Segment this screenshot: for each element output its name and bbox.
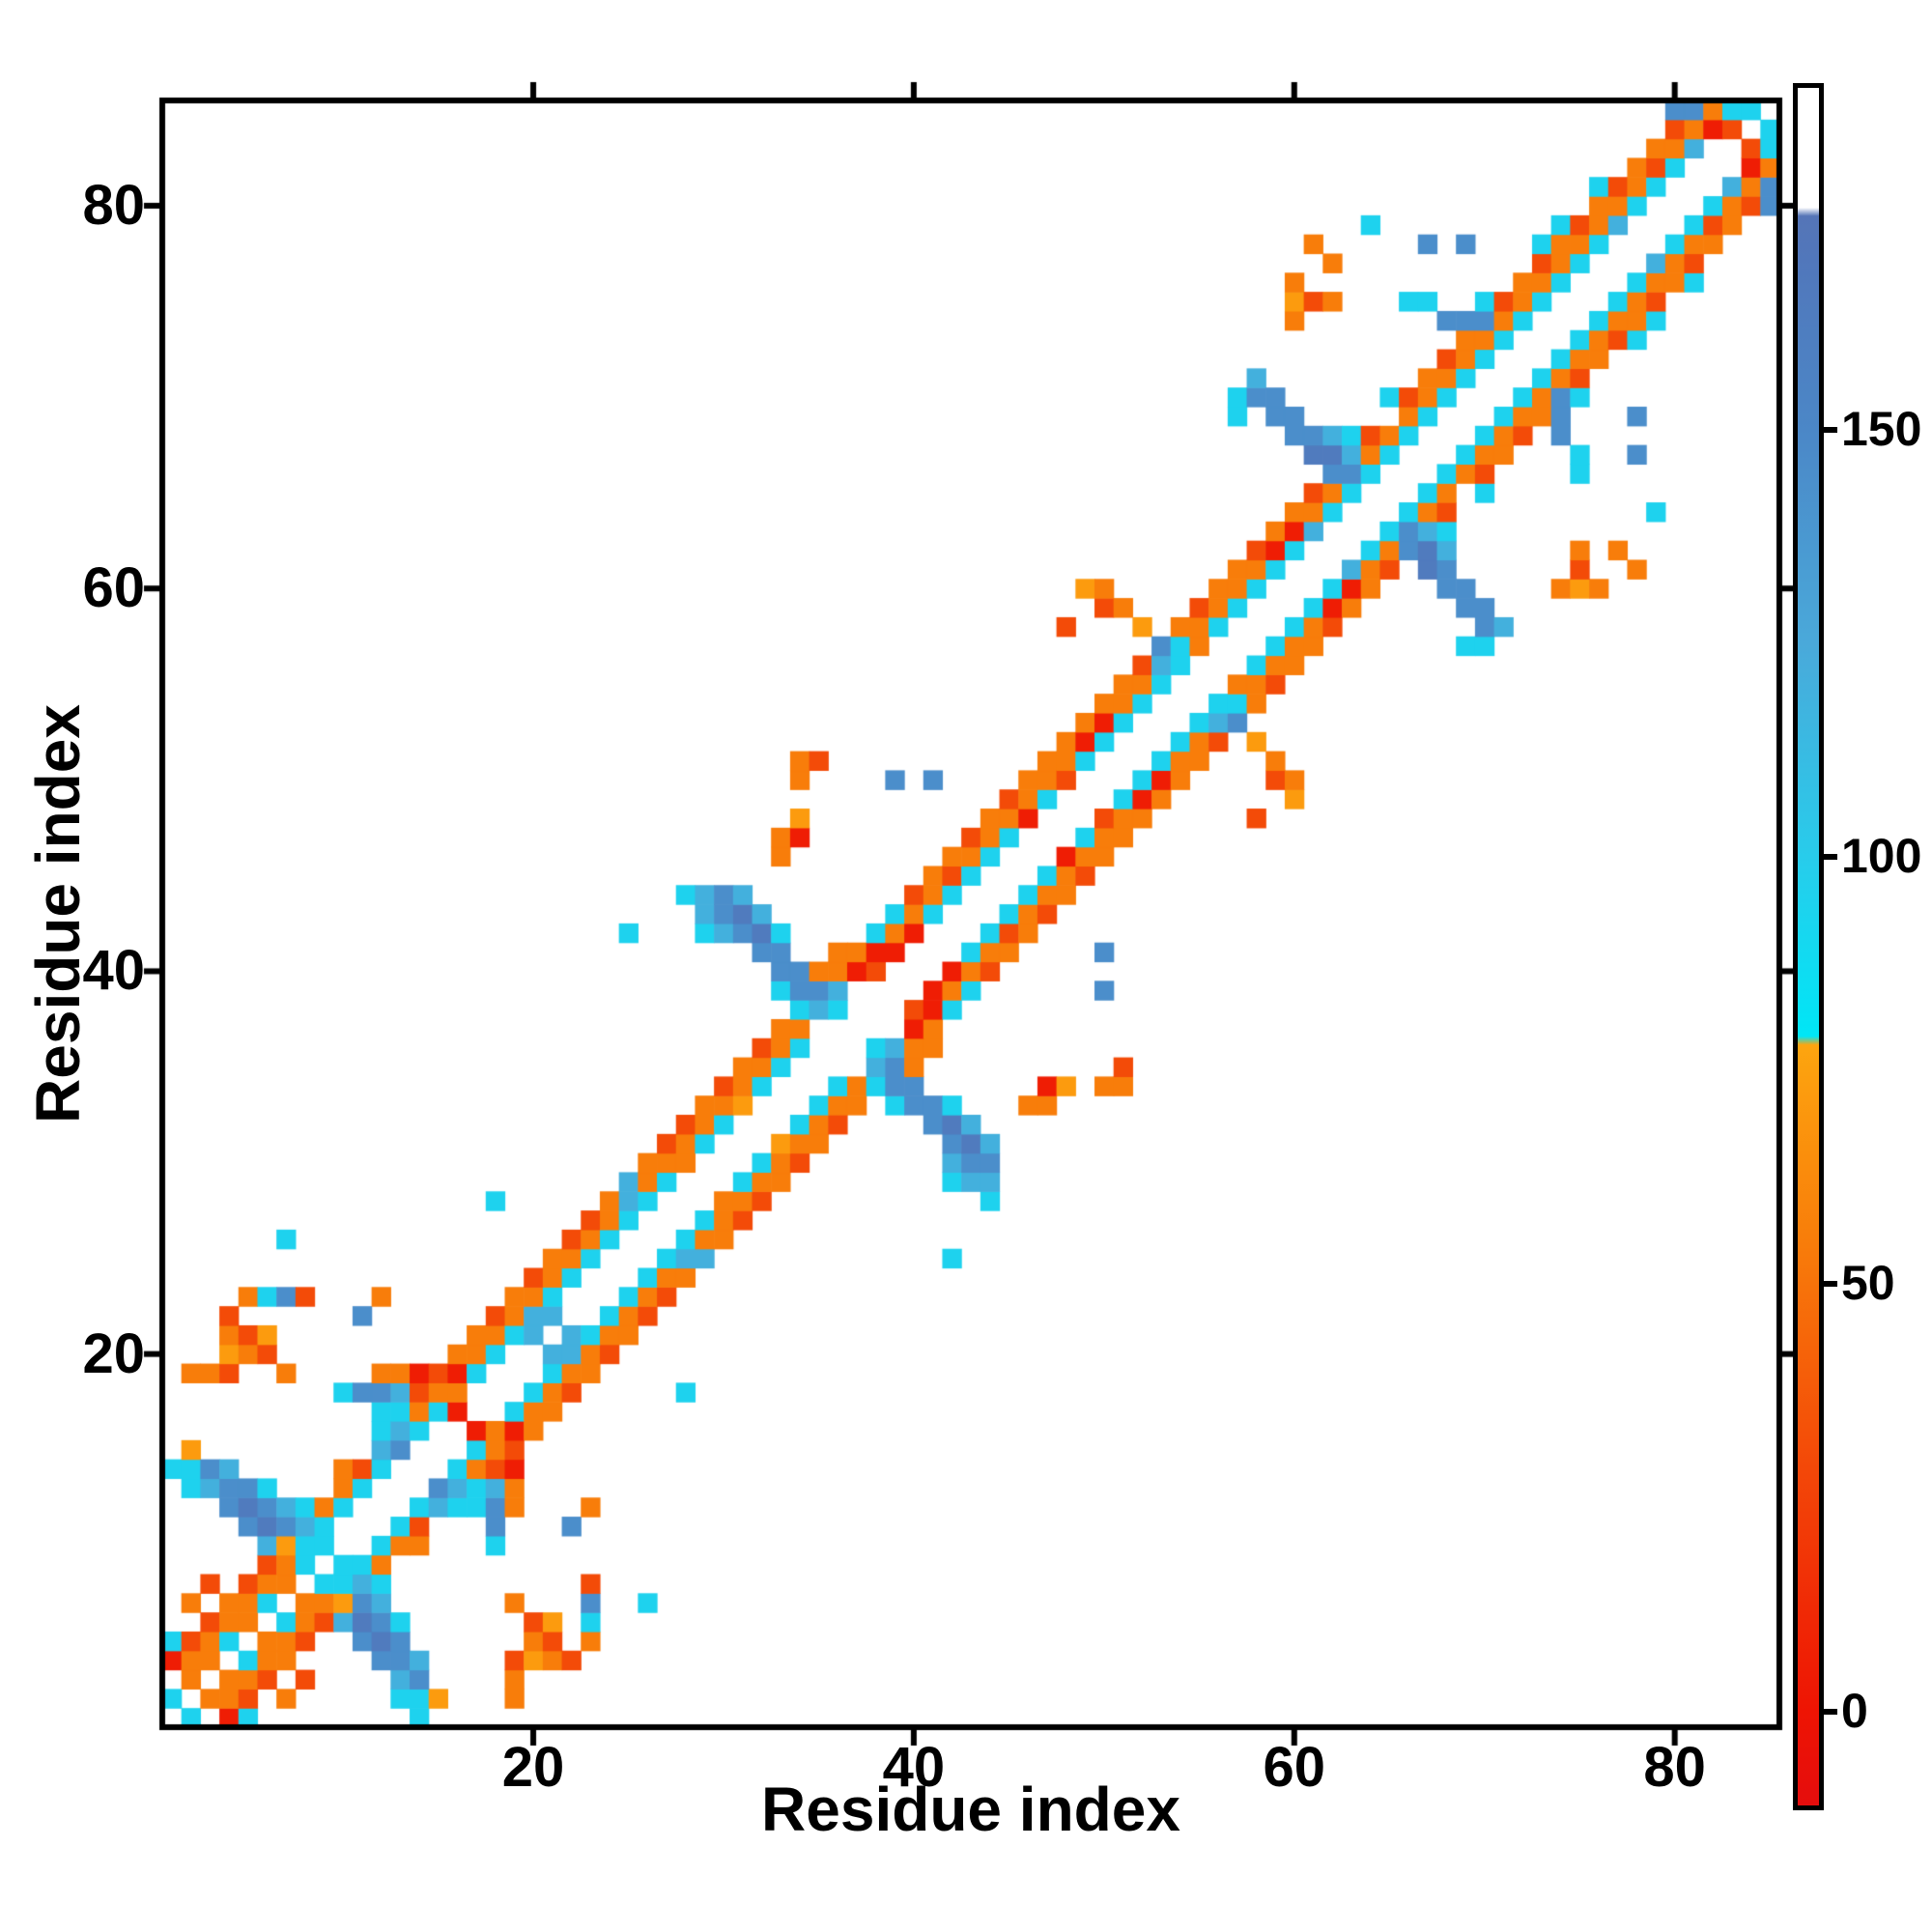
colorbar-tick-label: 100 (1841, 829, 1922, 884)
x-axis-label: Residue index (761, 1775, 1180, 1844)
colorbar-tick-label: 50 (1841, 1256, 1895, 1311)
y-axis-label: Residue index (23, 704, 93, 1123)
colorbar-tick-label: 150 (1841, 401, 1922, 456)
y-tick-label: 80 (82, 173, 145, 237)
colorbar-tick (1824, 1281, 1837, 1288)
colorbar-tick (1824, 854, 1837, 861)
x-tick-label: 40 (882, 1736, 946, 1799)
y-tick-label: 60 (82, 556, 145, 620)
y-tick-label: 40 (82, 939, 145, 1003)
colorbar-tick-label: 0 (1841, 1683, 1868, 1738)
x-tick-label: 60 (1263, 1736, 1326, 1799)
y-tick-label: 20 (82, 1321, 145, 1385)
x-tick-label: 20 (501, 1736, 565, 1799)
colorbar (1793, 83, 1824, 1810)
colorbar-tick (1824, 1708, 1837, 1715)
x-tick-label: 80 (1643, 1736, 1706, 1799)
colorbar-tick (1824, 426, 1837, 433)
